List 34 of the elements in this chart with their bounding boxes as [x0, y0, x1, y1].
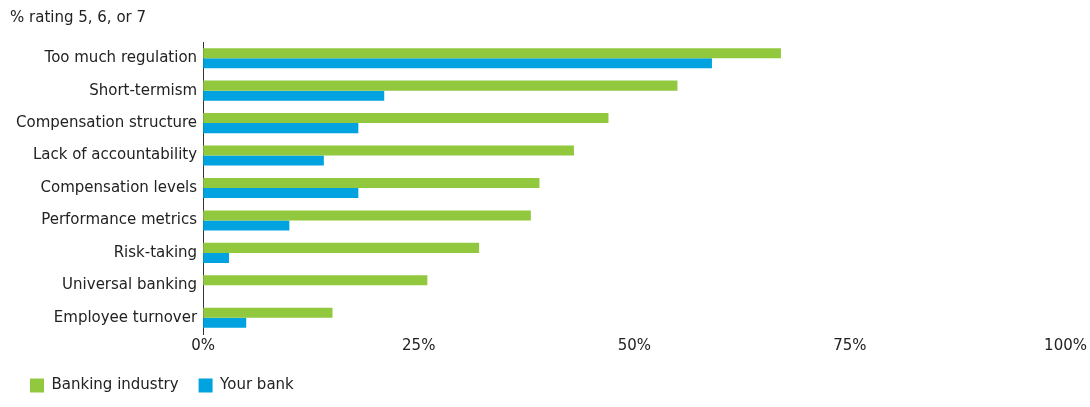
bar: [203, 177, 540, 188]
y-tick-label: Compensation levels: [40, 177, 198, 196]
x-tick-label: 75%: [833, 335, 867, 354]
bar: [203, 317, 247, 328]
y-tick-label: Lack of accountability: [32, 145, 198, 164]
bar: [203, 275, 428, 286]
bar: [203, 188, 359, 199]
bar: [203, 90, 385, 101]
bar: [203, 210, 531, 221]
y-tick-label: Risk-taking: [113, 242, 198, 261]
y-tick-label: Compensation structure: [15, 113, 198, 131]
text: % rating 5, 6, or 7: [10, 8, 147, 26]
bar: [203, 145, 574, 156]
y-tick-label: Short-termism: [89, 80, 198, 99]
legend-label: Banking industry: [51, 375, 179, 394]
bar: [203, 155, 324, 166]
y-tick-label: Too much regulation: [43, 48, 198, 67]
x-tick-label: 50%: [617, 335, 651, 354]
legend-label: Your bank: [219, 375, 295, 394]
x-tick-label: 100%: [1044, 335, 1087, 354]
y-tick-label: Performance metrics: [41, 210, 198, 229]
y-tick-label: Employee turnover: [53, 307, 198, 326]
bar: [203, 113, 609, 124]
bar: [203, 220, 290, 231]
bar: [203, 123, 359, 134]
x-tick-label: 0%: [191, 335, 215, 354]
y-tick-label: Universal banking: [62, 275, 198, 294]
bar: [203, 48, 781, 59]
bar: [203, 242, 480, 253]
x-tick-label: 25%: [402, 335, 436, 354]
bar: [203, 80, 678, 91]
bar: [203, 307, 333, 318]
bar: [203, 252, 229, 263]
bar: [203, 58, 712, 69]
